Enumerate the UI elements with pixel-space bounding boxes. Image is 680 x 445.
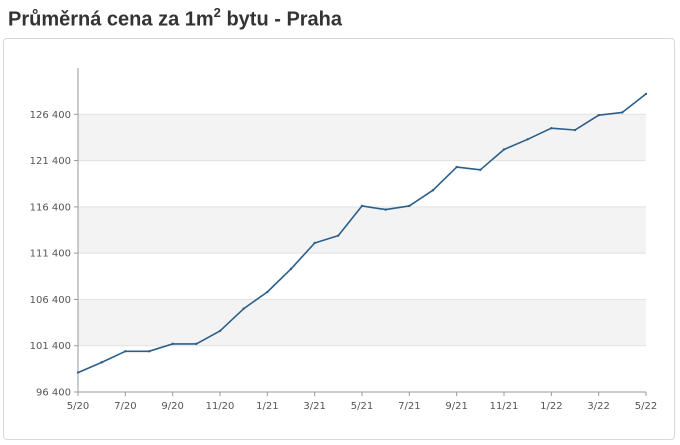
plot-band <box>78 206 646 254</box>
y-tick-label: 116 400 <box>30 202 71 213</box>
data-point <box>147 350 151 353</box>
data-point <box>76 371 80 374</box>
data-point <box>289 267 293 271</box>
x-tick-label: 5/22 <box>635 401 657 412</box>
x-axis-ticks: 5/20 7/20 9/20 11/20 1/21 3/21 5/21 7/21 9/21 11/… <box>67 392 657 412</box>
y-tick-label: 126 400 <box>30 110 71 121</box>
data-point <box>621 111 624 114</box>
y-tick-label: 96 400 <box>36 388 71 399</box>
data-point <box>479 168 482 172</box>
data-point <box>266 290 269 294</box>
y-tick-label: 121 400 <box>30 156 71 167</box>
data-point <box>124 350 127 353</box>
x-tick-label: 1/22 <box>540 401 562 412</box>
plot-band <box>78 114 646 161</box>
y-tick-label: 101 400 <box>30 341 71 352</box>
data-point <box>195 342 198 346</box>
data-point <box>384 208 387 211</box>
data-point <box>431 188 435 192</box>
data-point <box>526 138 529 141</box>
chart-title-prefix: Průměrná cena za 1m <box>8 8 214 31</box>
plot-bands <box>78 114 646 346</box>
data-point <box>644 92 648 96</box>
x-tick-label: 11/20 <box>206 401 235 412</box>
chart-title-suffix: bytu - Praha <box>220 8 343 31</box>
y-tick-label: 106 400 <box>30 295 71 306</box>
data-point <box>502 148 506 151</box>
x-tick-label: 3/21 <box>303 401 325 412</box>
x-tick-label: 5/20 <box>67 401 89 412</box>
x-tick-label: 7/20 <box>114 401 136 412</box>
data-point <box>242 307 245 310</box>
data-point <box>408 204 411 208</box>
data-point <box>218 329 222 333</box>
x-tick-label: 3/22 <box>587 401 609 412</box>
data-point <box>573 128 577 132</box>
x-tick-label: 9/20 <box>161 401 183 412</box>
data-point <box>171 342 174 346</box>
data-point <box>337 234 340 237</box>
x-tick-label: 5/21 <box>351 401 373 412</box>
data-point <box>360 204 364 208</box>
x-tick-label: 9/21 <box>445 401 467 412</box>
data-point <box>455 165 458 169</box>
plot-band <box>78 299 646 346</box>
y-tick-label: 111 400 <box>30 249 71 260</box>
data-point <box>550 126 553 130</box>
x-tick-label: 11/21 <box>490 401 519 412</box>
x-tick-label: 7/21 <box>398 401 420 412</box>
chart-title: Průměrná cena za 1m2 bytu - Praha <box>8 5 343 32</box>
chart-title-superscript: 2 <box>213 5 221 20</box>
data-point <box>313 241 316 245</box>
series-group <box>76 92 648 374</box>
data-point <box>100 361 103 364</box>
x-tick-label: 1/21 <box>256 401 278 412</box>
y-axis-ticks: 96 400 101 400 106 400 111 400 116 400 121 40… <box>30 110 78 399</box>
data-point <box>597 114 600 117</box>
